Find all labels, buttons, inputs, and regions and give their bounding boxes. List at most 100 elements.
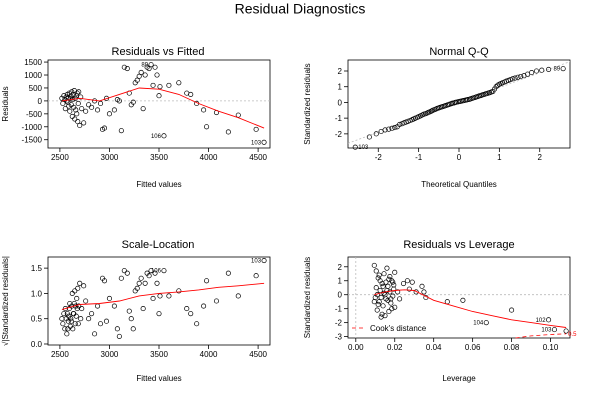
data-point <box>138 69 144 75</box>
data-point <box>62 106 68 112</box>
x-tick-label: 4500 <box>249 350 267 359</box>
data-point <box>95 107 101 113</box>
y-tick-label: -2 <box>335 319 343 328</box>
data-point <box>235 112 241 118</box>
data-point <box>386 126 392 132</box>
data-point <box>156 93 162 99</box>
data-point <box>204 278 210 284</box>
data-point <box>376 272 382 278</box>
y-tick-label: 0 <box>38 97 43 106</box>
x-tick-label: 0 <box>457 153 462 162</box>
data-point <box>152 64 158 70</box>
data-point <box>406 286 412 292</box>
data-point <box>74 90 80 96</box>
data-point <box>150 82 156 88</box>
data-point <box>78 316 84 322</box>
y-tick-label: 1.5 <box>31 264 43 273</box>
data-point <box>377 278 383 284</box>
data-point <box>392 125 398 131</box>
y-tick-label: -2 <box>335 130 343 139</box>
y-tick-label: 0.5 <box>31 315 43 324</box>
data-point <box>152 270 158 276</box>
data-point <box>381 290 387 296</box>
residuals-vs-fitted-panel: Residuals vs Fitted 2500 3000 3500 4000 4500 -… <box>1 46 271 189</box>
data-point <box>373 285 379 291</box>
y-tick-label: -1 <box>335 305 343 314</box>
data-point <box>373 131 379 137</box>
data-point <box>376 299 382 305</box>
point-label: 104 <box>473 321 484 327</box>
main-title: Residual Diagnostics <box>235 1 366 17</box>
y-tick-label: -1500 <box>22 136 43 145</box>
data-point <box>68 316 74 322</box>
data-point <box>83 108 89 114</box>
residuals-vs-fitted-y-axis-label: Residuals <box>1 86 10 121</box>
data-point <box>419 283 425 289</box>
cooks-distance-value: 0.5 <box>568 332 577 338</box>
data-point <box>225 270 231 276</box>
data-point <box>75 321 81 327</box>
data-point <box>253 273 259 279</box>
data-point <box>97 100 104 107</box>
data-point <box>136 73 142 79</box>
y-tick-label: -500 <box>26 110 43 119</box>
data-point <box>483 320 489 326</box>
data-point <box>71 87 77 94</box>
y-tick-label: 1 <box>338 277 343 286</box>
data-point <box>389 278 395 284</box>
data-point <box>64 331 70 337</box>
data-point <box>142 72 148 78</box>
data-point <box>124 270 130 276</box>
data-point <box>421 289 427 295</box>
data-point <box>156 311 162 317</box>
data-point <box>204 124 210 130</box>
data-point <box>387 274 393 280</box>
data-point <box>81 283 87 289</box>
x-tick-label: 3000 <box>101 153 119 162</box>
data-point <box>157 84 163 90</box>
data-point <box>75 119 81 125</box>
data-point <box>374 307 380 313</box>
point-label: 103 <box>541 328 552 334</box>
data-point <box>106 295 112 302</box>
data-point <box>86 102 92 108</box>
data-point <box>404 278 410 284</box>
data-point <box>261 139 267 145</box>
data-point <box>77 122 83 129</box>
data-point <box>70 326 76 332</box>
data-point <box>121 64 127 70</box>
x-tick-label: 4500 <box>249 153 267 162</box>
data-point <box>518 73 524 80</box>
scale-location-x-axis-label: Fitted values <box>136 374 181 383</box>
data-point <box>397 121 403 127</box>
data-point <box>101 125 108 131</box>
data-point <box>512 75 518 81</box>
y-tick-label: -1000 <box>22 123 43 132</box>
x-tick-label: 0.00 <box>348 343 364 352</box>
data-point <box>375 301 381 308</box>
normal-qq-qq-line <box>347 61 571 144</box>
data-point <box>130 99 136 105</box>
data-point <box>515 74 521 80</box>
point-label: 89 <box>553 67 560 73</box>
data-point <box>136 280 142 286</box>
data-point <box>148 62 154 68</box>
data-point <box>382 313 388 319</box>
data-point <box>201 303 207 309</box>
data-point <box>157 293 163 299</box>
data-point <box>62 306 68 312</box>
data-point <box>75 285 81 291</box>
data-point <box>74 111 80 117</box>
data-point <box>184 306 190 312</box>
data-point <box>380 283 386 289</box>
x-tick-label: 3000 <box>101 350 119 359</box>
data-point <box>539 67 545 73</box>
normal-qq-x-axis-label: Theoretical Quantiles <box>421 180 497 189</box>
data-point <box>395 289 401 295</box>
data-point <box>176 80 182 86</box>
data-point <box>106 111 112 117</box>
scale-location-y-axis-label: √|Standardized residuals| <box>1 256 10 346</box>
data-point <box>384 265 390 271</box>
data-point <box>89 104 95 110</box>
